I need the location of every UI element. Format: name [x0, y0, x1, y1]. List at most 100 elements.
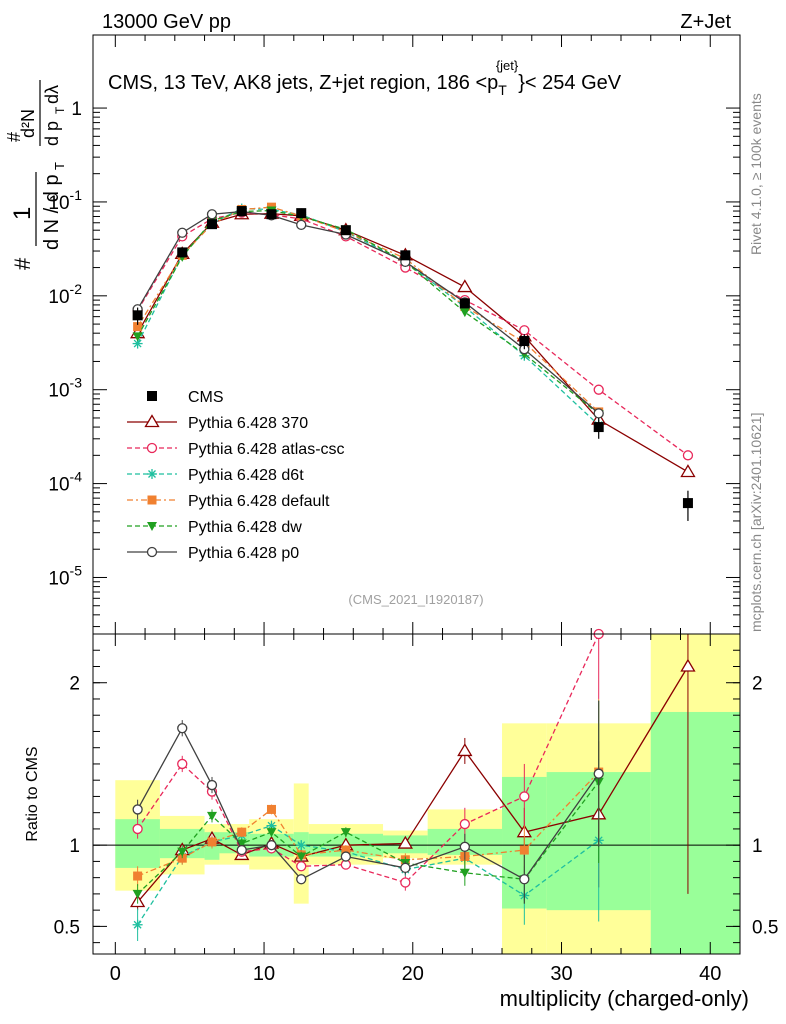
legend-marker	[147, 469, 157, 479]
ratio-point	[207, 837, 217, 847]
plot-title: CMS, 13 TeV, AK8 jets, Z+jet region, 186…	[108, 58, 622, 98]
legend-label: Pythia 6.428 default	[188, 493, 330, 510]
legend-marker	[147, 495, 157, 505]
series-point	[206, 209, 218, 220]
ratio-y-tick-label: 0.5	[54, 917, 80, 938]
ratio-point	[397, 835, 413, 849]
series-point	[457, 279, 473, 293]
y-axis-label-main-text: 1/dN/dp_T d²N/dp_T dλ	[42, 149, 45, 160]
ratio-point	[132, 804, 143, 815]
data-point	[593, 422, 604, 433]
data-point	[340, 225, 351, 236]
main-series	[129, 202, 696, 521]
series-point	[459, 308, 470, 318]
legend-label: Pythia 6.428 d6t	[188, 467, 304, 484]
ratio-y-tick-label: 2	[69, 674, 80, 695]
legend-label: Pythia 6.428 atlas-csc	[188, 441, 345, 458]
series-point	[133, 322, 143, 332]
x-tick-label: 40	[699, 963, 721, 985]
ratio-y-tick-label: 1	[69, 836, 80, 857]
legend: CMS Pythia 6.428 370 Pythia 6.428 atlas-cs…	[127, 389, 345, 562]
legend-marker	[146, 546, 158, 558]
legend-label: Pythia 6.428 p0	[188, 545, 299, 562]
legend-label: Pythia 6.428 dw	[188, 519, 302, 536]
svg-text:d N / d p: d N / d p	[41, 174, 63, 250]
legend-marker	[147, 522, 157, 531]
ratio-point	[132, 823, 143, 835]
ratio-point	[340, 851, 352, 862]
data-point	[266, 209, 277, 220]
series-point	[593, 384, 604, 395]
legend-marker	[147, 391, 157, 401]
svg-text:T: T	[52, 162, 67, 170]
series-point	[680, 464, 696, 478]
svg-text:dλ: dλ	[42, 85, 62, 104]
ratio-point	[680, 658, 696, 672]
ratio-frame	[92, 633, 741, 955]
y-tick-label: 10-3	[48, 375, 82, 402]
ratio-point	[177, 847, 188, 857]
legend-marker	[144, 414, 160, 428]
series-line	[137, 213, 689, 473]
data-point	[459, 298, 470, 309]
ratio-point	[296, 840, 307, 851]
legend-label: CMS	[188, 389, 224, 406]
ratio-point	[296, 874, 307, 885]
ratio-point	[519, 874, 530, 885]
ratio-point	[457, 743, 473, 757]
y-tick-label: 10-2	[48, 281, 82, 308]
analysis-id: (CMS_2021_I1920187)	[348, 592, 483, 607]
series-point	[132, 332, 143, 342]
ratio-point	[400, 862, 411, 874]
x-tick-label: 20	[402, 963, 424, 985]
ratio-point	[593, 768, 604, 779]
ratio-point	[341, 845, 351, 855]
ratio-y-tick-label-right: 1	[752, 836, 763, 857]
data-point	[400, 250, 411, 261]
ratio-point	[296, 852, 307, 862]
legend-marker	[146, 442, 158, 454]
legend-label: Pythia 6.428 370	[188, 415, 308, 432]
series-point	[177, 227, 188, 238]
data-point	[132, 310, 143, 321]
y-tick-label: 1	[71, 99, 82, 120]
ratio-point	[206, 811, 217, 821]
svg-text:T: T	[53, 106, 67, 114]
svg-text:#: #	[10, 257, 35, 270]
header-right: Z+Jet	[680, 11, 731, 33]
x-tick-label: 10	[253, 963, 275, 985]
band-green	[650, 711, 740, 954]
ratio-point	[177, 723, 188, 734]
ratio-point	[236, 839, 247, 849]
side-label-bottom: mcplots.cern.ch [arXiv:2401.10621]	[748, 413, 764, 632]
ratio-y-tick-label-right: 2	[752, 674, 763, 695]
series-line	[137, 210, 600, 414]
data-point	[177, 247, 188, 258]
y-tick-label: 10-4	[48, 469, 82, 496]
y-axis-label-ratio: Ratio to CMS	[24, 746, 41, 841]
ratio-point	[340, 828, 351, 838]
x-tick-label: 30	[550, 963, 572, 985]
ratio-point	[459, 818, 470, 830]
y-axis-label-main: # 1 d N / d p T # d²N d p T dλ 1/dN/dp_T…	[4, 80, 67, 270]
ratio-point	[206, 779, 218, 791]
ratio-point	[266, 828, 277, 838]
grid-and-ticks: 0 10 20 30 40 1 10-1 10-2 10-3 10-4 10-5 0.5 0.5 1 1 2 2	[48, 35, 778, 985]
ratio-point	[266, 804, 276, 814]
x-tick-label: 0	[110, 963, 121, 985]
ratio-series	[129, 628, 696, 942]
series-point	[519, 325, 530, 336]
data-point	[296, 208, 307, 219]
data-point	[236, 206, 247, 217]
ratio-point	[266, 840, 277, 851]
ratio-point	[132, 919, 143, 930]
series-point	[682, 450, 694, 461]
data-point	[682, 498, 693, 509]
series-line	[137, 209, 600, 415]
header-left: 13000 GeV pp	[102, 11, 231, 33]
ratio-point	[132, 889, 143, 899]
svg-text:d²N: d²N	[18, 109, 38, 138]
ratio-point	[177, 758, 188, 770]
ratio-point	[459, 868, 470, 878]
